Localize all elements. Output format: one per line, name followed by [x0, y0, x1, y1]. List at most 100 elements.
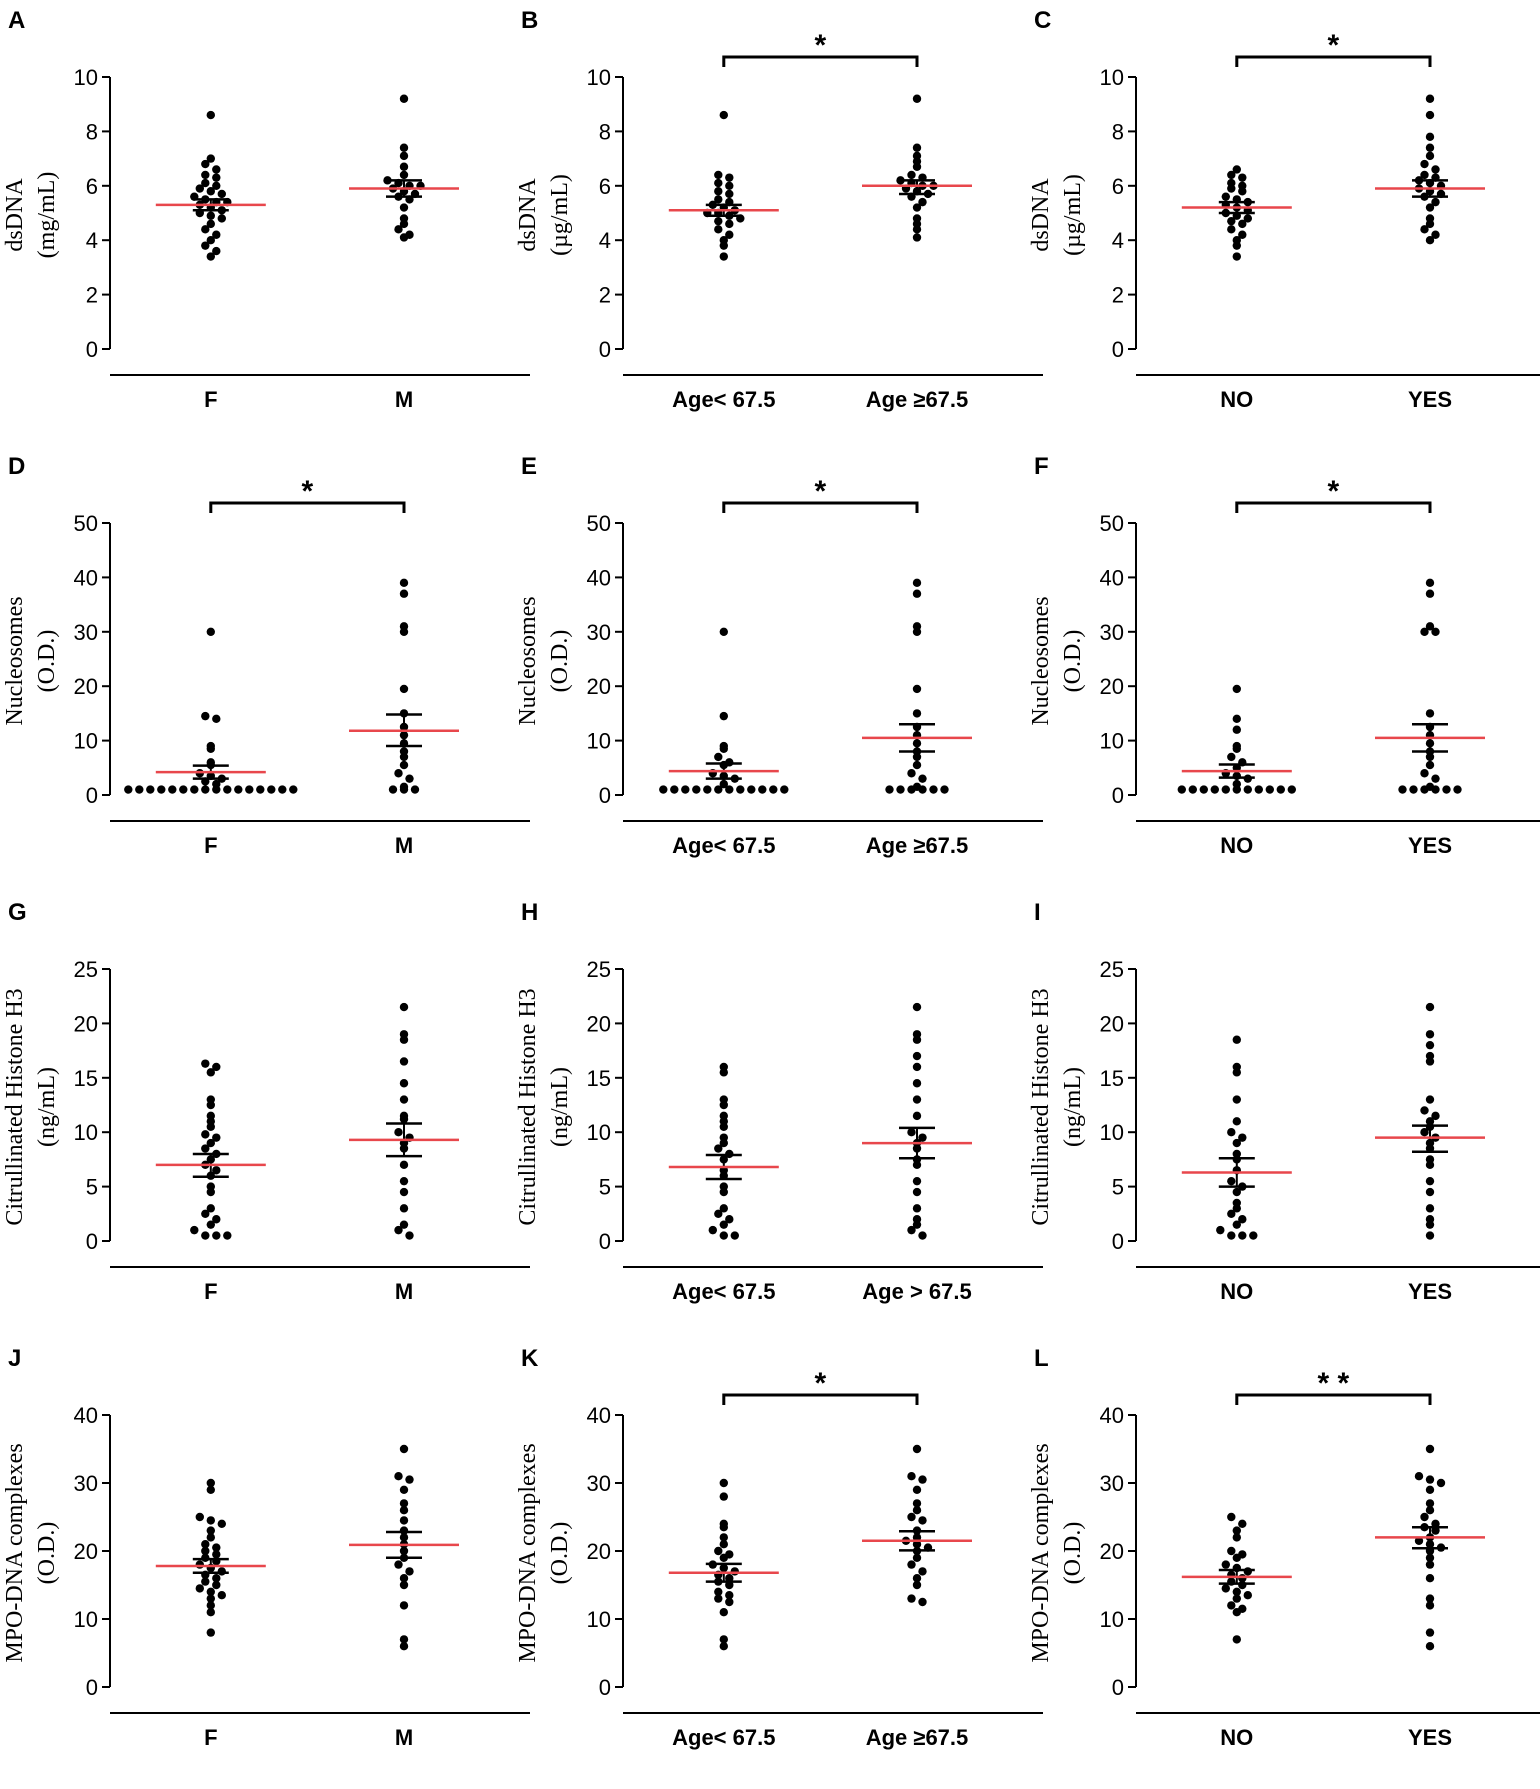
y-axis-title-line: (mg/mL) [34, 172, 60, 259]
data-point [201, 785, 210, 794]
data-point [212, 714, 221, 724]
data-point [730, 1567, 739, 1576]
data-point [278, 785, 287, 794]
data-point [201, 1209, 210, 1219]
data-point [670, 785, 679, 794]
data-point [206, 1601, 215, 1610]
data-point [907, 170, 916, 180]
x-category-label: M [395, 387, 413, 412]
data-point [659, 785, 668, 794]
data-point [217, 1519, 226, 1529]
data-point [1425, 760, 1435, 770]
significance-bracket [1235, 1393, 1432, 1405]
data-point [223, 1231, 232, 1240]
data-point [1425, 1231, 1435, 1240]
y-tick-label: 40 [74, 1403, 98, 1428]
data-point [714, 216, 723, 226]
data-point [399, 1035, 409, 1044]
data-point [1227, 752, 1236, 762]
panel-c: C 0 2 4 6 8 10 dsDNA (µg/mL) NO YES * [1028, 7, 1540, 412]
data-point [719, 1478, 728, 1488]
y-tick-label: 0 [86, 1229, 98, 1254]
data-point [206, 1608, 215, 1617]
data-point [1243, 214, 1253, 223]
y-axis-title: dsDNA (µg/mL) [515, 174, 573, 256]
y-axis-title-line: MPO-DNA complexes [2, 1443, 28, 1662]
panel-letter: I [1034, 899, 1041, 926]
y-axis-title-line: MPO-DNA complexes [1028, 1443, 1054, 1662]
data-point [1414, 1472, 1424, 1481]
y-tick-label: 0 [1112, 1229, 1124, 1254]
data-point [912, 203, 922, 212]
data-point [907, 1594, 916, 1603]
data-point [206, 1628, 215, 1637]
y-axis-title-line: (ng/mL) [1060, 1067, 1086, 1147]
data-point [190, 1225, 199, 1235]
data-point [1199, 785, 1209, 794]
data-point [1409, 785, 1418, 794]
data-point [399, 752, 409, 762]
significance-marker: * [815, 475, 827, 508]
y-tick-label: 5 [86, 1175, 98, 1200]
data-point [1425, 1499, 1435, 1508]
data-point [1425, 1601, 1435, 1610]
x-category-label: NO [1220, 1725, 1253, 1750]
data-point [719, 1540, 728, 1549]
data-point [206, 1478, 215, 1488]
data-point [399, 143, 409, 152]
data-point [399, 1160, 409, 1170]
y-tick-label: 10 [587, 1120, 611, 1145]
y-axis-title: dsDNA (µg/mL) [1028, 174, 1086, 256]
data-point [703, 785, 712, 794]
panel-letter: B [521, 7, 538, 34]
y-axis-title: Citrullinated Histone H3 (ng/mL) [515, 988, 573, 1225]
y-tick-label: 6 [599, 174, 611, 199]
data-point [912, 1176, 922, 1186]
data-point [394, 1225, 403, 1235]
data-point [1425, 752, 1435, 762]
data-point [190, 785, 199, 794]
data-point [725, 1591, 734, 1600]
data-point [912, 1095, 922, 1104]
y-tick-label: 40 [1100, 1403, 1124, 1428]
y-axis-title-line: dsDNA [515, 178, 541, 252]
panel-letter: F [1034, 453, 1049, 480]
y-tick-label: 30 [74, 620, 98, 645]
x-category-label: Age< 67.5 [672, 1725, 775, 1750]
data-point [1420, 627, 1429, 636]
panel-letter: H [521, 899, 538, 926]
data-point [201, 178, 210, 188]
data-point [714, 225, 723, 234]
data-point [201, 241, 210, 250]
data-point [912, 162, 922, 171]
data-point [212, 1133, 221, 1142]
data-point [206, 236, 215, 245]
x-category-label: M [395, 1725, 413, 1750]
data-point [1232, 1095, 1242, 1104]
y-tick-label: 25 [587, 957, 611, 982]
data-point [195, 1560, 204, 1569]
data-point [912, 1062, 922, 1072]
data-point [1232, 744, 1242, 753]
data-point [201, 170, 210, 180]
y-axis-title-line: MPO-DNA complexes [515, 1443, 541, 1662]
data-point [912, 1111, 922, 1121]
y-axis-title-line: dsDNA [1028, 178, 1054, 252]
data-point [912, 1160, 922, 1170]
data-point [146, 785, 155, 794]
y-tick-label: 10 [1100, 65, 1124, 90]
data-point [201, 159, 210, 169]
data-point [195, 1512, 204, 1522]
data-point [245, 785, 254, 794]
data-point [399, 589, 409, 598]
data-point [201, 1130, 210, 1139]
data-point [912, 1485, 922, 1495]
data-point [719, 779, 728, 789]
x-category-label: F [204, 833, 217, 858]
data-point [1221, 785, 1231, 794]
data-point [1232, 1533, 1242, 1542]
data-point [394, 769, 403, 778]
y-tick-label: 10 [587, 1607, 611, 1632]
data-point [399, 1057, 409, 1066]
data-point [267, 785, 276, 794]
